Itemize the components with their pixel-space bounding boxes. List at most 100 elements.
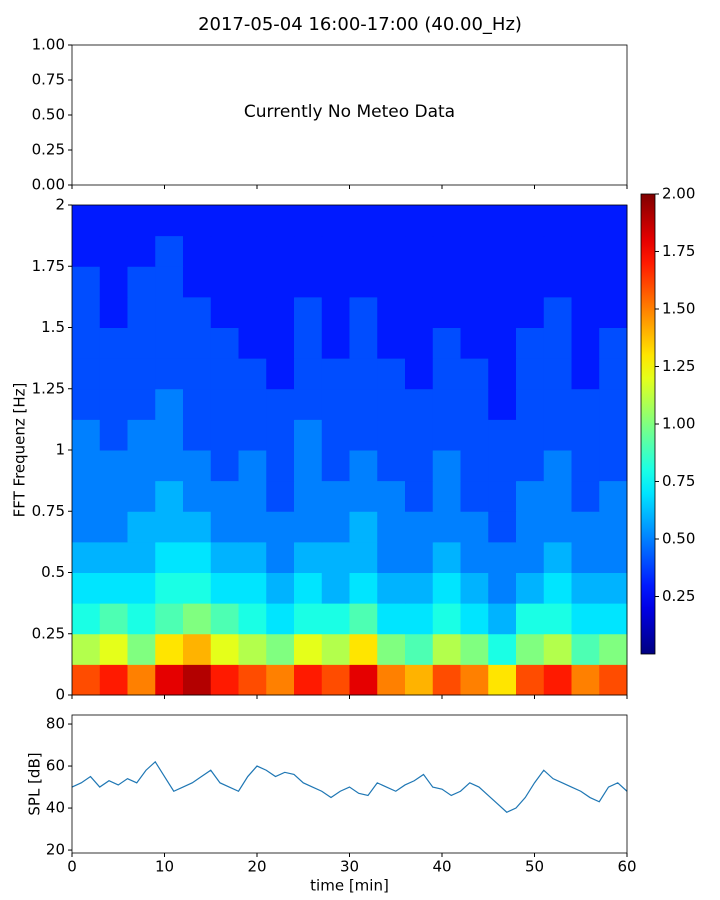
- heat-cell: [460, 388, 489, 420]
- heat-cell: [543, 603, 572, 635]
- x-tick-label: 50: [525, 858, 544, 876]
- heat-cell: [432, 511, 461, 543]
- colorbar-tick-label: 1.25: [662, 357, 695, 375]
- heat-cell: [349, 572, 378, 604]
- heat-cell: [432, 235, 461, 267]
- y-tick-label: 1.00: [32, 36, 65, 54]
- heat-cell: [599, 205, 628, 237]
- heat-cell: [72, 664, 101, 696]
- heat-cell: [460, 266, 489, 298]
- heat-cell: [349, 388, 378, 420]
- heat-cell: [405, 266, 434, 298]
- heat-cell: [99, 266, 128, 298]
- heat-cell: [238, 419, 267, 451]
- heat-cell: [294, 511, 323, 543]
- line: [71, 760, 628, 813]
- heat-cell: [210, 541, 239, 573]
- heat-cell: [488, 450, 517, 482]
- heat-cell: [488, 603, 517, 635]
- heat-cell: [432, 296, 461, 328]
- y-tick-label: 0: [55, 686, 65, 704]
- y-tick-label: 40: [46, 799, 65, 817]
- heat-cell: [183, 603, 212, 635]
- heat-cell: [99, 450, 128, 482]
- heat-cell: [599, 633, 628, 665]
- heat-cell: [349, 664, 378, 696]
- heat-cell: [183, 296, 212, 328]
- heat-cell: [99, 296, 128, 328]
- y-tick-label: 0.25: [32, 141, 65, 159]
- heat-cell: [99, 205, 128, 237]
- heat-cell: [571, 388, 600, 420]
- heat-cell: [72, 327, 101, 359]
- heat-cell: [294, 419, 323, 451]
- heat-cell: [349, 419, 378, 451]
- heat-cell: [432, 633, 461, 665]
- heat-cell: [72, 419, 101, 451]
- heat-cell: [127, 664, 156, 696]
- heat-cell: [571, 633, 600, 665]
- x-axis-label: time [min]: [310, 877, 389, 895]
- heat-cell: [432, 419, 461, 451]
- heat-cell: [543, 633, 572, 665]
- heat-cell: [266, 419, 295, 451]
- heat-cell: [377, 296, 406, 328]
- heat-cell: [321, 235, 350, 267]
- heat-cell: [155, 633, 184, 665]
- heat-cell: [266, 541, 295, 573]
- heat-cell: [599, 664, 628, 696]
- heat-cell: [349, 450, 378, 482]
- heat-cell: [377, 419, 406, 451]
- heat-cell: [155, 358, 184, 390]
- heat-cell: [405, 205, 434, 237]
- heat-cell: [377, 327, 406, 359]
- x-tick-label: 20: [247, 858, 266, 876]
- heat-cell: [155, 388, 184, 420]
- heat-cell: [99, 327, 128, 359]
- heat-cell: [599, 388, 628, 420]
- heat-cell: [599, 450, 628, 482]
- heat-cell: [432, 388, 461, 420]
- heat-cell: [127, 358, 156, 390]
- heat-cell: [155, 327, 184, 359]
- heat-cell: [321, 205, 350, 237]
- heat-cell: [377, 633, 406, 665]
- heat-cell: [266, 633, 295, 665]
- heat-cell: [183, 541, 212, 573]
- heat-cell: [349, 266, 378, 298]
- heat-cell: [460, 450, 489, 482]
- heat-cell: [488, 419, 517, 451]
- heat-cell: [377, 480, 406, 512]
- heat-cell: [238, 266, 267, 298]
- heat-cell: [294, 450, 323, 482]
- heat-cell: [432, 205, 461, 237]
- heat-cell: [516, 296, 545, 328]
- heat-cell: [516, 205, 545, 237]
- heat-cell: [516, 572, 545, 604]
- heat-cell: [460, 511, 489, 543]
- heat-cell: [516, 327, 545, 359]
- heat-cell: [543, 235, 572, 267]
- heat-cell: [571, 358, 600, 390]
- heat-cell: [294, 480, 323, 512]
- heat-cell: [460, 572, 489, 604]
- heat-cell: [432, 450, 461, 482]
- heat-cell: [127, 480, 156, 512]
- y-tick-label: 0.00: [32, 176, 65, 194]
- heat-cell: [155, 205, 184, 237]
- heat-cell: [460, 358, 489, 390]
- heat-cell: [127, 541, 156, 573]
- y-tick-label: 80: [46, 715, 65, 733]
- heat-cell: [210, 296, 239, 328]
- heat-cell: [460, 480, 489, 512]
- heat-cell: [432, 480, 461, 512]
- heat-cell: [349, 327, 378, 359]
- heat-cell: [599, 419, 628, 451]
- heat-cell: [405, 419, 434, 451]
- heat-cell: [294, 205, 323, 237]
- heat-cell: [210, 388, 239, 420]
- heat-cell: [432, 358, 461, 390]
- heat-cell: [488, 205, 517, 237]
- heat-cell: [488, 358, 517, 390]
- heat-cell: [516, 235, 545, 267]
